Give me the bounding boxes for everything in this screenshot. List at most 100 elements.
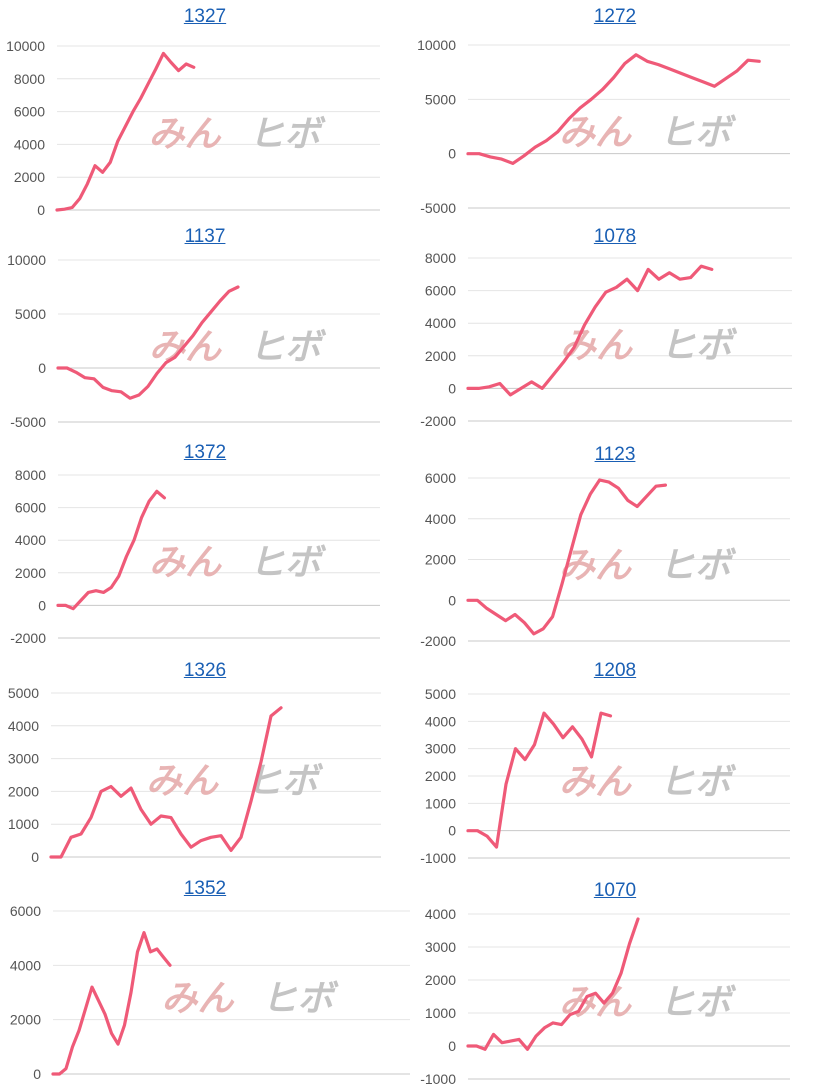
y-tick-label: 5000 — [425, 91, 456, 107]
y-tick-label: 0 — [31, 849, 39, 865]
y-tick-label: 6000 — [425, 470, 456, 486]
y-tick-label: 1000 — [425, 795, 456, 811]
watermark-part2: ヒボ — [262, 979, 340, 1020]
line-chart: 0 2000 4000 6000 みん ヒボ — [10, 903, 410, 1082]
y-tick-label: 0 — [448, 823, 456, 839]
y-tick-label: 10000 — [7, 252, 46, 268]
y-tick-label: 2000 — [14, 169, 45, 185]
watermark-part2: ヒボ — [246, 761, 324, 802]
chart-title-link[interactable]: 1070 — [593, 880, 637, 901]
watermark-logo: みん ヒボ — [162, 979, 340, 1020]
y-tick-label: 5000 — [425, 686, 456, 702]
watermark-part1: みん — [559, 983, 632, 1024]
y-tick-label: 4000 — [425, 315, 456, 331]
y-tick-label: 6000 — [425, 283, 456, 299]
series-line — [466, 478, 667, 636]
watermark-logo: みん ヒボ — [149, 543, 327, 584]
watermark-part2: ヒボ — [660, 326, 738, 367]
watermark-part2: ヒボ — [659, 113, 737, 154]
chart-title-link[interactable]: 1078 — [593, 226, 637, 247]
chart-panel-1208: -1000 0 1000 2000 3000 4000 5000 みん ヒボ 1208 — [410, 660, 820, 872]
watermark-logo: みん ヒボ — [146, 761, 324, 802]
watermark-part2: ヒボ — [249, 114, 327, 155]
chart-title-link[interactable]: 1272 — [593, 6, 637, 27]
chart-panel-1327: 0 2000 4000 6000 8000 10000 みん ヒボ 1327 — [0, 6, 410, 218]
y-tick-label: 3000 — [8, 751, 39, 767]
y-tick-label: 0 — [448, 592, 456, 608]
watermark-part2: ヒボ — [659, 983, 737, 1024]
watermark-part2: ヒボ — [249, 327, 327, 368]
y-tick-label: 8000 — [14, 71, 45, 87]
y-tick-label: -2000 — [10, 630, 46, 646]
y-tick-label: 6000 — [15, 500, 46, 516]
watermark-logo: みん ヒボ — [560, 326, 738, 367]
watermark-logo: みん ヒボ — [559, 983, 737, 1024]
y-tick-label: -5000 — [420, 200, 456, 216]
series-line — [56, 489, 166, 611]
watermark-part1: みん — [560, 326, 633, 367]
y-tick-label: 2000 — [425, 768, 456, 784]
y-tick-label: 1000 — [425, 1005, 456, 1021]
chart-panel-1078: -2000 0 2000 4000 6000 8000 みん ヒボ 1078 — [410, 226, 820, 438]
series-line — [466, 917, 640, 1051]
y-tick-label: 6000 — [10, 903, 41, 919]
y-tick-label: -5000 — [10, 414, 46, 430]
chart-title-link[interactable]: 1352 — [183, 878, 227, 899]
chart-title-link[interactable]: 1327 — [183, 6, 227, 27]
y-tick-label: 0 — [448, 380, 456, 396]
y-tick-label: 4000 — [10, 957, 41, 973]
series-line — [466, 264, 714, 397]
chart-panel-1352: 0 2000 4000 6000 みん ヒボ 1352 — [0, 878, 410, 1090]
watermark-logo: みん ヒボ — [559, 762, 737, 803]
chart-title-link[interactable]: 1372 — [183, 442, 227, 463]
line-chart: -5000 0 5000 10000 みん ヒボ — [7, 252, 380, 430]
y-tick-label: -2000 — [420, 413, 456, 429]
series-line — [49, 706, 283, 859]
chart-title-link[interactable]: 1326 — [183, 660, 227, 681]
y-tick-label: -1000 — [420, 850, 456, 866]
chart-panel-1372: -2000 0 2000 4000 6000 8000 みん ヒボ 1372 — [0, 442, 410, 654]
y-tick-label: 5000 — [15, 306, 46, 322]
series-line — [466, 711, 613, 849]
y-tick-label: 3000 — [425, 939, 456, 955]
chart-title-link[interactable]: 1208 — [593, 660, 637, 681]
watermark-part1: みん — [146, 761, 219, 802]
y-tick-label: 0 — [448, 146, 456, 162]
y-tick-label: 10000 — [417, 37, 456, 53]
y-tick-label: 4000 — [8, 718, 39, 734]
series-line — [466, 53, 761, 165]
chart-panel-1070: -1000 0 1000 2000 3000 4000 みん ヒボ 1070 — [410, 880, 820, 1092]
y-tick-label: 5000 — [8, 685, 39, 701]
chart-title-link[interactable]: 1123 — [594, 444, 636, 465]
y-tick-label: -1000 — [420, 1071, 456, 1087]
line-chart: -2000 0 2000 4000 6000 8000 みん ヒボ — [10, 467, 380, 646]
watermark-part1: みん — [149, 114, 222, 155]
y-tick-label: 2000 — [15, 565, 46, 581]
series-line — [55, 51, 196, 212]
y-tick-label: 4000 — [425, 713, 456, 729]
chart-title-link[interactable]: 1137 — [184, 226, 226, 247]
line-chart: -1000 0 1000 2000 3000 4000 みん ヒボ — [420, 906, 790, 1087]
y-tick-label: -2000 — [420, 633, 456, 649]
y-tick-label: 3000 — [425, 741, 456, 757]
watermark-logo: みん ヒボ — [149, 114, 327, 155]
y-tick-label: 2000 — [425, 348, 456, 364]
watermark-part1: みん — [149, 543, 222, 584]
y-tick-label: 0 — [38, 360, 46, 376]
y-tick-label: 0 — [37, 202, 45, 218]
series-line — [56, 285, 240, 400]
y-tick-label: 4000 — [14, 136, 45, 152]
y-tick-label: 4000 — [15, 532, 46, 548]
y-tick-label: 0 — [448, 1038, 456, 1054]
series-line — [51, 931, 172, 1076]
y-tick-label: 10000 — [6, 38, 45, 54]
y-tick-label: 4000 — [425, 511, 456, 527]
y-tick-label: 6000 — [14, 104, 45, 120]
line-chart: 0 1000 2000 3000 4000 5000 みん ヒボ — [8, 685, 381, 865]
watermark-part2: ヒボ — [249, 543, 327, 584]
chart-panel-1137: -5000 0 5000 10000 みん ヒボ 1137 — [0, 226, 410, 438]
y-tick-label: 2000 — [8, 783, 39, 799]
line-chart: -2000 0 2000 4000 6000 みん ヒボ — [420, 470, 790, 649]
y-tick-label: 2000 — [425, 972, 456, 988]
y-tick-label: 8000 — [15, 467, 46, 483]
